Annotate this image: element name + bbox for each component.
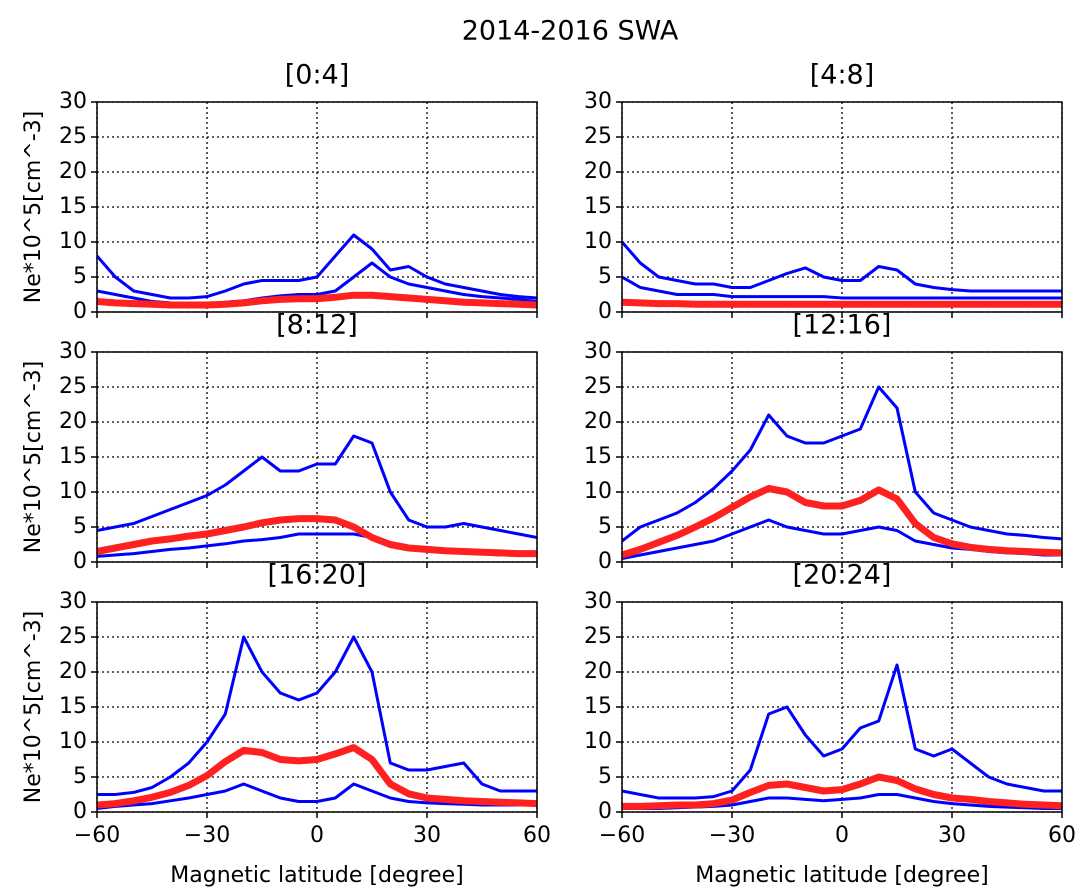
x-tick-label: 60: [1048, 823, 1076, 848]
profile-line: [622, 385, 1062, 543]
subplot-title: [8:12]: [276, 310, 358, 341]
profile-line: [97, 635, 537, 796]
plot-frame: [96, 351, 538, 563]
plot-lines: [622, 241, 1062, 308]
y-tick-label: 20: [584, 659, 612, 684]
y-tick-label: 10: [584, 729, 612, 754]
plot-lines: [97, 233, 537, 309]
subplot-title: [12:16]: [793, 310, 892, 341]
profile-line: [622, 275, 1062, 300]
plot-lines: [622, 385, 1062, 560]
mean-line: [97, 291, 537, 309]
subplot-title: [20:24]: [793, 560, 892, 591]
y-tick-label: 0: [598, 299, 612, 324]
y-tick-label: 15: [584, 694, 612, 719]
x-tick-label: 30: [938, 823, 966, 848]
y-tick-label: 30: [584, 339, 612, 364]
subplot-title: [16:20]: [268, 560, 367, 591]
mean-line: [97, 515, 537, 558]
plot-frame: [96, 601, 538, 813]
plot-frame: [621, 351, 1063, 563]
y-tick-label: 25: [584, 624, 612, 649]
plot-lines: [97, 434, 537, 558]
y-tick-label: 25: [59, 374, 87, 399]
y-tick-label: 5: [73, 764, 87, 789]
figure-title: 2014-2016 SWA: [462, 16, 679, 47]
y-tick-label: 5: [73, 264, 87, 289]
y-tick-label: 10: [59, 229, 87, 254]
x-tick-label: −60: [599, 823, 645, 848]
y-tick-label: 25: [59, 624, 87, 649]
y-tick-label: 5: [598, 264, 612, 289]
y-tick-label: 30: [584, 89, 612, 114]
x-axis-label: Magnetic latitude [degree]: [170, 863, 463, 888]
y-tick-label: 15: [584, 194, 612, 219]
y-tick-label: 25: [584, 124, 612, 149]
y-axis-label: Ne*10^5[cm^-3]: [21, 111, 46, 303]
profile-line: [622, 663, 1062, 800]
y-tick-label: 0: [73, 299, 87, 324]
plot-frame: [621, 101, 1063, 313]
y-tick-label: 0: [598, 549, 612, 574]
x-tick-label: −30: [709, 823, 755, 848]
y-tick-label: 15: [59, 444, 87, 469]
y-tick-label: 0: [73, 549, 87, 574]
x-tick-label: −60: [74, 823, 120, 848]
y-tick-label: 30: [59, 89, 87, 114]
mean-line: [97, 744, 537, 809]
profile-line: [622, 241, 1062, 293]
y-tick-label: 15: [584, 444, 612, 469]
y-tick-label: 30: [59, 589, 87, 614]
y-tick-label: 5: [73, 514, 87, 539]
y-tick-label: 30: [59, 339, 87, 364]
y-tick-label: 10: [59, 729, 87, 754]
y-tick-label: 15: [59, 694, 87, 719]
y-tick-label: 20: [584, 409, 612, 434]
y-tick-label: 5: [598, 514, 612, 539]
x-tick-label: 60: [523, 823, 551, 848]
y-tick-label: 5: [598, 764, 612, 789]
mean-line: [622, 773, 1062, 810]
subplot-title: [4:8]: [810, 60, 875, 91]
y-tick-label: 10: [584, 479, 612, 504]
y-tick-label: 30: [584, 589, 612, 614]
x-tick-label: 30: [413, 823, 441, 848]
x-tick-label: 0: [310, 823, 324, 848]
y-tick-label: 15: [59, 194, 87, 219]
mean-line: [622, 298, 1062, 308]
y-tick-label: 25: [584, 374, 612, 399]
y-axis-label: Ne*10^5[cm^-3]: [21, 611, 46, 803]
y-axis-label: Ne*10^5[cm^-3]: [21, 361, 46, 553]
plot-lines: [622, 663, 1062, 810]
y-tick-label: 10: [584, 229, 612, 254]
x-axis-label: Magnetic latitude [degree]: [695, 863, 988, 888]
profile-line: [97, 434, 537, 539]
y-tick-label: 0: [73, 799, 87, 824]
x-tick-label: 0: [835, 823, 849, 848]
profile-line: [97, 233, 537, 300]
plot-frame: [96, 101, 538, 313]
plot-frame: [621, 601, 1063, 813]
subplot-title: [0:4]: [285, 60, 350, 91]
y-tick-label: 20: [59, 659, 87, 684]
y-tick-label: 20: [584, 159, 612, 184]
y-tick-label: 20: [59, 159, 87, 184]
x-tick-label: −30: [184, 823, 230, 848]
y-tick-label: 20: [59, 409, 87, 434]
plot-lines: [97, 635, 537, 810]
y-tick-label: 25: [59, 124, 87, 149]
y-tick-label: 10: [59, 479, 87, 504]
y-tick-label: 0: [598, 799, 612, 824]
mean-line: [622, 485, 1062, 559]
